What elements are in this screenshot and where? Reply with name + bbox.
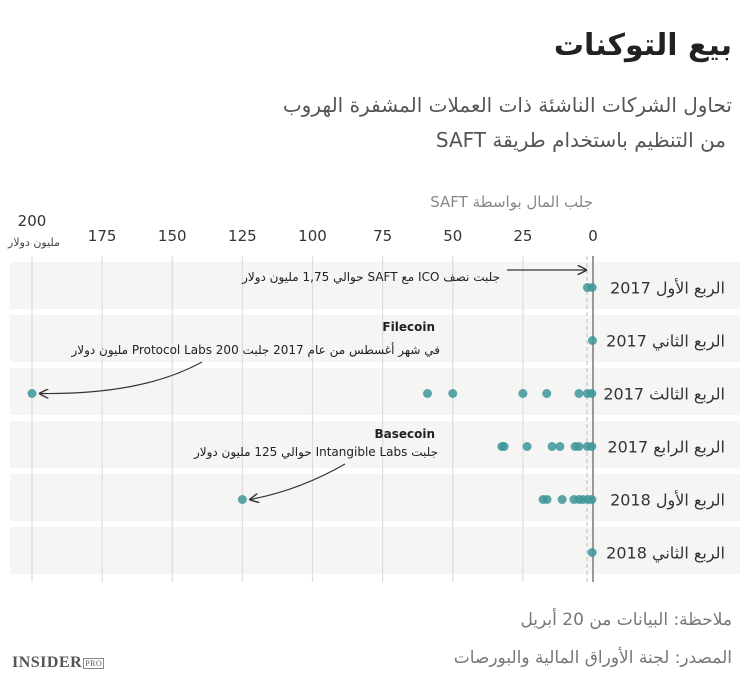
row-label: الربع الأول 2017 <box>610 278 725 299</box>
row-label: الربع الثالث 2017 <box>603 385 725 405</box>
annotation-text: جلبت Intangible Labs حوالي 125 مليون دول… <box>193 445 438 460</box>
row-band <box>10 474 740 521</box>
data-point <box>448 389 458 398</box>
page-title: بيع التوكنات <box>553 28 732 63</box>
x-tick-label: 200 <box>18 212 47 230</box>
note: ملاحظة: البيانات من 20 أبريل <box>520 610 732 630</box>
data-point <box>587 495 597 504</box>
row-band <box>10 262 740 309</box>
x-tick-label: 50 <box>443 227 462 245</box>
data-point <box>27 389 37 398</box>
x-tick-label: 125 <box>228 227 257 245</box>
annotation-title: Filecoin <box>382 320 435 334</box>
data-point <box>587 548 597 557</box>
insider-pro-logo: INSIDER PRO <box>12 654 105 672</box>
data-point <box>499 442 509 451</box>
data-point <box>522 442 532 451</box>
data-point <box>547 442 557 451</box>
row-label: الربع الأول 2018 <box>610 490 725 511</box>
x-tick-label: 175 <box>88 227 117 245</box>
x-axis-label: جلب المال بواسطة SAFT <box>430 193 593 211</box>
data-point <box>587 389 597 398</box>
data-point <box>557 495 567 504</box>
data-point <box>587 336 597 345</box>
data-point <box>237 495 247 504</box>
x-tick-label: 0 <box>588 227 598 245</box>
data-point <box>574 442 584 451</box>
data-point <box>542 495 552 504</box>
logo-text: INSIDER <box>12 654 83 671</box>
row-label: الربع الثاني 2017 <box>606 332 725 352</box>
x-tick-label: 75 <box>373 227 392 245</box>
dot-chart: الربع الأول 2017 الربع الثاني 2017 الربع ا… <box>7 193 740 582</box>
data-point <box>518 389 528 398</box>
source: المصدر: لجنة الأوراق المالية والبورصات <box>453 648 732 668</box>
annotation-text: في شهر أغسطس من عام 2017 جلبت Protocol L… <box>70 342 440 358</box>
row-label: الربع الثاني 2018 <box>606 544 725 564</box>
row-band <box>10 315 740 362</box>
row-band <box>10 527 740 574</box>
row-band <box>10 421 740 468</box>
data-point <box>587 283 597 292</box>
annotation-arrow <box>250 463 346 500</box>
subtitle-line-1: تحاول الشركات الناشئة ذات العملات المشفر… <box>282 93 732 117</box>
row-band <box>10 368 740 415</box>
annotation-text: جلبت نصف ICO مع SAFT حوالي 1,75 مليون دو… <box>241 270 500 285</box>
x-unit-label: مليون دولار <box>7 236 60 249</box>
x-tick-label: 25 <box>513 227 532 245</box>
subtitle-line-2: من التنظيم باستخدام طريقة SAFT <box>435 128 726 152</box>
x-tick-label: 150 <box>158 227 187 245</box>
data-point <box>555 442 565 451</box>
data-point <box>423 389 433 398</box>
data-point <box>574 389 584 398</box>
annotation-arrow <box>40 361 203 394</box>
annotation-title: Basecoin <box>374 427 435 441</box>
data-point <box>587 442 597 451</box>
row-label: الربع الرابع 2017 <box>607 438 725 458</box>
x-tick-label: 100 <box>298 227 327 245</box>
logo-badge: PRO <box>83 657 105 669</box>
data-point <box>542 389 552 398</box>
